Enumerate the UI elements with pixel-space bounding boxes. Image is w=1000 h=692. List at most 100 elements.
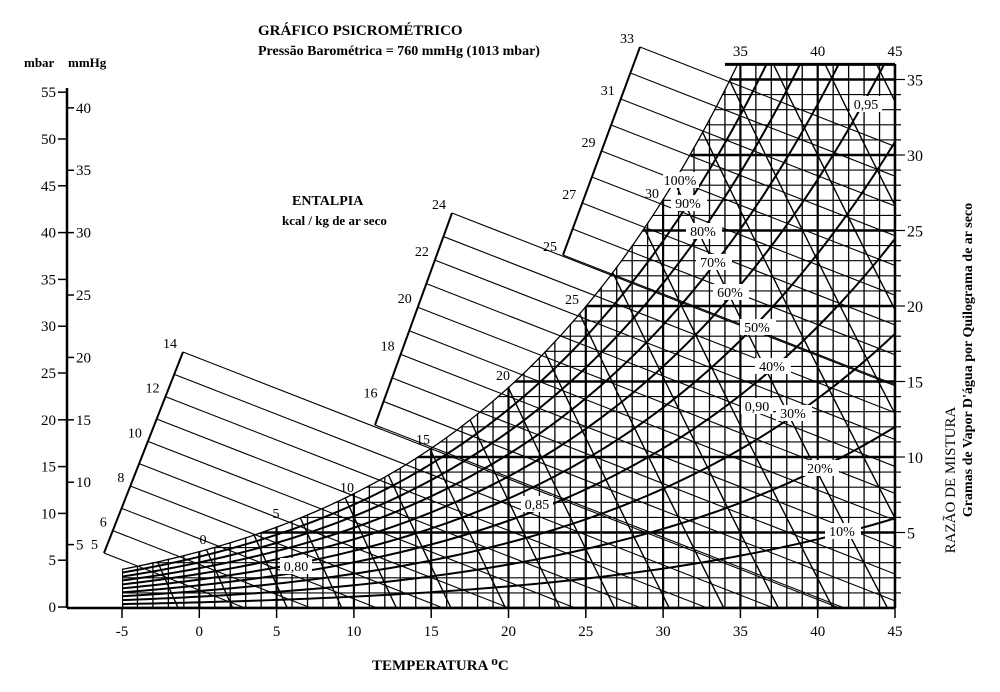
enthalpy-line [409,330,896,521]
enthalpy-line [451,212,896,387]
enthalpy-scale-label: 14 [163,337,177,352]
specific-volume-line [122,64,234,608]
x-tick-label: 15 [424,624,439,640]
wet-bulb-label: 15 [416,433,430,448]
enthalpy-line [182,351,840,609]
specific-volume-label: 0,90 [745,400,770,415]
right-tick-label: 10 [907,450,923,467]
rh-label: 100% [664,174,697,189]
enthalpy-line [434,259,896,441]
enthalpy-line [121,507,378,609]
enthalpy-line [112,530,312,609]
volume-label-background [521,496,553,512]
relative-humidity-curve-20 [122,426,895,602]
mmhg-tick-label: 10 [76,475,91,491]
wet-bulb-label: 30 [645,187,659,202]
specific-volume-line [257,64,507,608]
rh-label-background [663,172,699,188]
rh-label: 40% [759,360,785,375]
rh-label: 70% [700,256,726,271]
rh-label: 20% [807,462,833,477]
x-tick-label: 25 [578,624,593,640]
mmhg-tick-label: 25 [76,288,91,304]
rh-label-background [803,460,839,476]
relative-humidity-curve-30 [122,333,895,598]
enthalpy-scale-label: 16 [364,386,378,401]
mmhg-tick-label: 5 [76,538,84,554]
enthalpy-line [639,46,896,147]
wet-bulb-label: 25 [565,293,579,308]
enthalpy-scale-label: 6 [100,516,107,531]
x-tick-label: -5 [116,624,129,640]
enthalpy-scale-label: 29 [582,136,596,151]
enthalpy-line [582,202,896,326]
mmhg-tick-label: 30 [76,226,91,242]
enthalpy-line [383,400,896,602]
rh-label-background [671,195,707,211]
right-tick-label: 35 [907,73,923,90]
enthalpy-line [591,176,896,296]
mmhg-tick-label: 35 [76,163,91,179]
rh-label-background [825,523,861,539]
right-tick-label: 25 [907,224,923,241]
mbar-tick-label: 5 [49,553,57,569]
enthalpy-scale-label: 18 [381,339,395,354]
enthalpy-line [156,418,642,609]
enthalpy-title: ENTALPIA [292,194,364,209]
x-axis-label: TEMPERATURA ⁰C [372,658,509,674]
mbar-tick-label: 55 [41,85,56,101]
enthalpy-line [400,353,896,548]
rh-label-background [755,358,791,374]
specific-volume-line [122,64,343,608]
enthalpy-line [630,72,896,177]
enthalpy-line [391,377,896,575]
mbar-tick-label: 30 [41,319,56,335]
enthalpy-scale-line [374,212,453,426]
enthalpy-scale-label: 8 [117,471,124,486]
mbar-tick-label: 40 [41,226,56,242]
mmhg-tick-label: 15 [76,413,91,429]
rh-label-background [696,254,732,270]
relative-humidity-curve-50 [122,141,895,590]
enthalpy-scale-label: 24 [432,198,446,213]
top-tick-label: 45 [888,44,903,60]
right-tick-label: 20 [907,299,923,316]
relative-humidity-curve-60 [122,64,895,586]
top-tick-label: 35 [733,44,748,60]
rh-label-background [740,319,776,335]
x-tick-label: 40 [810,624,825,640]
mbar-tick-label: 10 [41,506,56,522]
enthalpy-scale-label: 5 [91,538,98,553]
x-tick-label: 30 [656,624,671,640]
mbar-tick-label: 15 [41,460,56,476]
x-tick-label: 0 [196,624,204,640]
enthalpy-line [426,283,896,467]
mbar-tick-label: 20 [41,413,56,429]
left-unit-mmhg: mmHg [68,55,107,70]
enthalpy-line [103,552,246,609]
left-unit-mbar: mbar [24,55,55,70]
volume-label-background [741,398,773,414]
x-tick-label: 10 [346,624,361,640]
enthalpy-scale-label: 25 [543,240,557,255]
rh-label: 90% [675,197,701,212]
mbar-tick-label: 50 [41,132,56,148]
rh-label: 60% [717,286,743,301]
specific-volume-line [824,64,895,608]
top-tick-label: 40 [810,44,825,60]
mbar-tick-label: 25 [41,366,56,382]
enthalpy-line [165,396,708,609]
enthalpy-units: kcal / kg de ar seco [282,213,387,228]
rh-label: 80% [690,225,716,240]
right-tick-label: 30 [907,148,923,165]
mbar-tick-label: 0 [49,600,57,616]
wet-bulb-label: 0 [200,533,207,548]
rh-label-background [776,405,812,421]
enthalpy-scale-label: 27 [562,188,576,203]
enthalpy-line [610,124,896,237]
enthalpy-line [620,98,896,207]
wet-bulb-label: 20 [496,369,510,384]
chart-subtitle: Pressão Barométrica = 760 mmHg (1013 mba… [258,44,540,59]
specific-volume-label: 0,85 [525,498,550,513]
